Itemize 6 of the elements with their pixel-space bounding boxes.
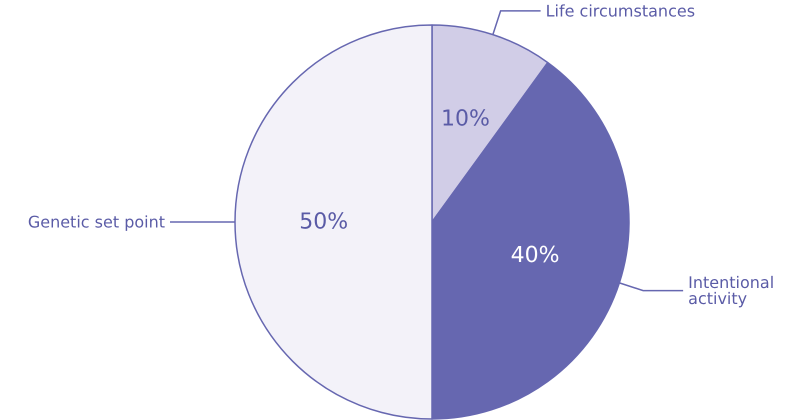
slice-label: Genetic set point [28,212,165,232]
data-label: 40% [510,242,560,268]
data-label: 50% [299,210,348,234]
slice-label: Life circumstances [546,1,696,20]
data-label: 10% [441,106,490,132]
slice-label: Intentional activity [688,273,780,308]
